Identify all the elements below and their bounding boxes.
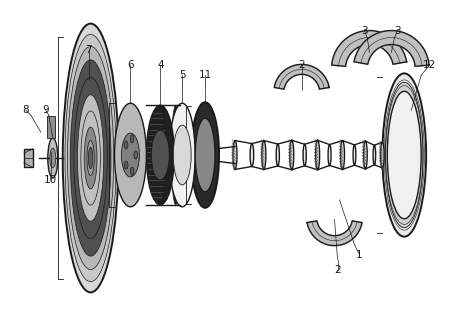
Text: 8: 8: [23, 105, 29, 115]
Ellipse shape: [84, 127, 97, 189]
Ellipse shape: [130, 167, 134, 175]
Polygon shape: [332, 31, 407, 66]
Ellipse shape: [48, 138, 58, 178]
Text: 3: 3: [394, 26, 401, 36]
Text: 9: 9: [43, 105, 49, 115]
Ellipse shape: [74, 77, 107, 239]
Ellipse shape: [353, 145, 356, 165]
Ellipse shape: [383, 73, 426, 237]
Ellipse shape: [124, 161, 128, 169]
Ellipse shape: [381, 142, 384, 168]
Polygon shape: [354, 31, 429, 66]
Ellipse shape: [340, 140, 345, 170]
Polygon shape: [307, 221, 362, 246]
Text: 6: 6: [127, 60, 134, 70]
Ellipse shape: [50, 148, 56, 168]
Ellipse shape: [262, 140, 266, 170]
Text: 2: 2: [298, 60, 305, 70]
Text: 10: 10: [44, 175, 57, 185]
Ellipse shape: [276, 144, 280, 166]
Ellipse shape: [81, 111, 100, 205]
Ellipse shape: [63, 24, 118, 292]
Ellipse shape: [290, 140, 294, 170]
Ellipse shape: [209, 149, 211, 161]
Ellipse shape: [152, 130, 169, 180]
Ellipse shape: [191, 102, 219, 208]
Ellipse shape: [373, 145, 376, 165]
Ellipse shape: [67, 46, 114, 269]
Bar: [47, 116, 55, 138]
Bar: [24, 148, 33, 167]
Text: 2: 2: [334, 265, 341, 275]
Ellipse shape: [173, 125, 191, 185]
Ellipse shape: [124, 141, 128, 149]
Text: 11: 11: [199, 70, 212, 80]
Ellipse shape: [134, 151, 138, 159]
Ellipse shape: [87, 140, 94, 175]
Text: 4: 4: [157, 60, 164, 70]
Text: 5: 5: [179, 70, 186, 80]
Ellipse shape: [146, 105, 174, 205]
Ellipse shape: [122, 133, 140, 177]
Ellipse shape: [169, 103, 195, 207]
Ellipse shape: [303, 144, 306, 166]
Text: 12: 12: [423, 60, 436, 70]
Text: 7: 7: [85, 45, 92, 55]
Text: 3: 3: [361, 26, 368, 36]
Ellipse shape: [387, 91, 421, 219]
Ellipse shape: [385, 82, 423, 228]
Text: 1: 1: [356, 250, 363, 260]
Ellipse shape: [364, 141, 367, 169]
Ellipse shape: [233, 140, 237, 170]
Ellipse shape: [250, 144, 254, 166]
Ellipse shape: [171, 105, 180, 205]
Ellipse shape: [328, 145, 331, 165]
Polygon shape: [274, 64, 329, 89]
Ellipse shape: [78, 95, 103, 221]
Ellipse shape: [195, 118, 215, 192]
Ellipse shape: [88, 147, 93, 169]
Ellipse shape: [130, 135, 134, 143]
Ellipse shape: [70, 60, 111, 256]
Ellipse shape: [65, 34, 116, 282]
Ellipse shape: [316, 140, 320, 170]
Ellipse shape: [115, 103, 146, 207]
